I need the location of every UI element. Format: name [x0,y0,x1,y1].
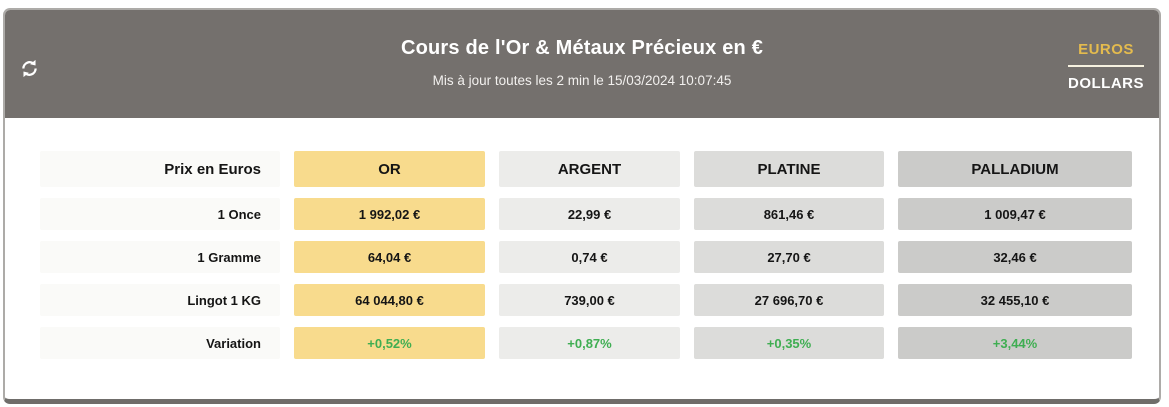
widget-header: Cours de l'Or & Métaux Précieux en € Mis… [5,10,1159,118]
currency-euros-button[interactable]: EUROS [1068,41,1144,67]
value-argent-gramme: 0,74 € [499,241,680,273]
gold-price-widget: Cours de l'Or & Métaux Précieux en € Mis… [3,8,1161,404]
value-argent-once: 22,99 € [499,198,680,230]
table-corner-label: Prix en Euros [40,151,280,187]
value-platine-gramme: 27,70 € [694,241,884,273]
value-palladium-gramme: 32,46 € [898,241,1132,273]
value-or-lingot: 64 044,80 € [294,284,485,316]
value-argent-variation: +0,87% [499,327,680,359]
column-header-palladium: PALLADIUM [898,151,1132,187]
page-title: Cours de l'Or & Métaux Précieux en € [400,36,764,59]
row-label-once: 1 Once [40,198,280,230]
refresh-icon [19,58,40,82]
value-or-once: 1 992,02 € [294,198,485,230]
value-palladium-lingot: 32 455,10 € [898,284,1132,316]
value-platine-lingot: 27 696,70 € [694,284,884,316]
value-palladium-variation: +3,44% [898,327,1132,359]
column-header-platine: PLATINE [694,151,884,187]
refresh-button[interactable] [16,57,42,83]
value-palladium-once: 1 009,47 € [898,198,1132,230]
value-or-variation: +0,52% [294,327,485,359]
price-table: Prix en Euros OR ARGENT PLATINE PALLADIU… [40,151,1132,359]
update-status-text: Mis à jour toutes les 2 min le 15/03/202… [432,72,732,88]
currency-dollars-button[interactable]: DOLLARS [1068,67,1144,92]
row-label-lingot: Lingot 1 KG [40,284,280,316]
value-or-gramme: 64,04 € [294,241,485,273]
column-header-or: OR [294,151,485,187]
value-argent-lingot: 739,00 € [499,284,680,316]
row-label-gramme: 1 Gramme [40,241,280,273]
column-header-argent: ARGENT [499,151,680,187]
row-label-variation: Variation [40,327,280,359]
header-title-block: Cours de l'Or & Métaux Précieux en € Mis… [5,10,1159,118]
currency-toggle: EUROS DOLLARS [1068,41,1144,92]
value-platine-once: 861,46 € [694,198,884,230]
value-platine-variation: +0,35% [694,327,884,359]
